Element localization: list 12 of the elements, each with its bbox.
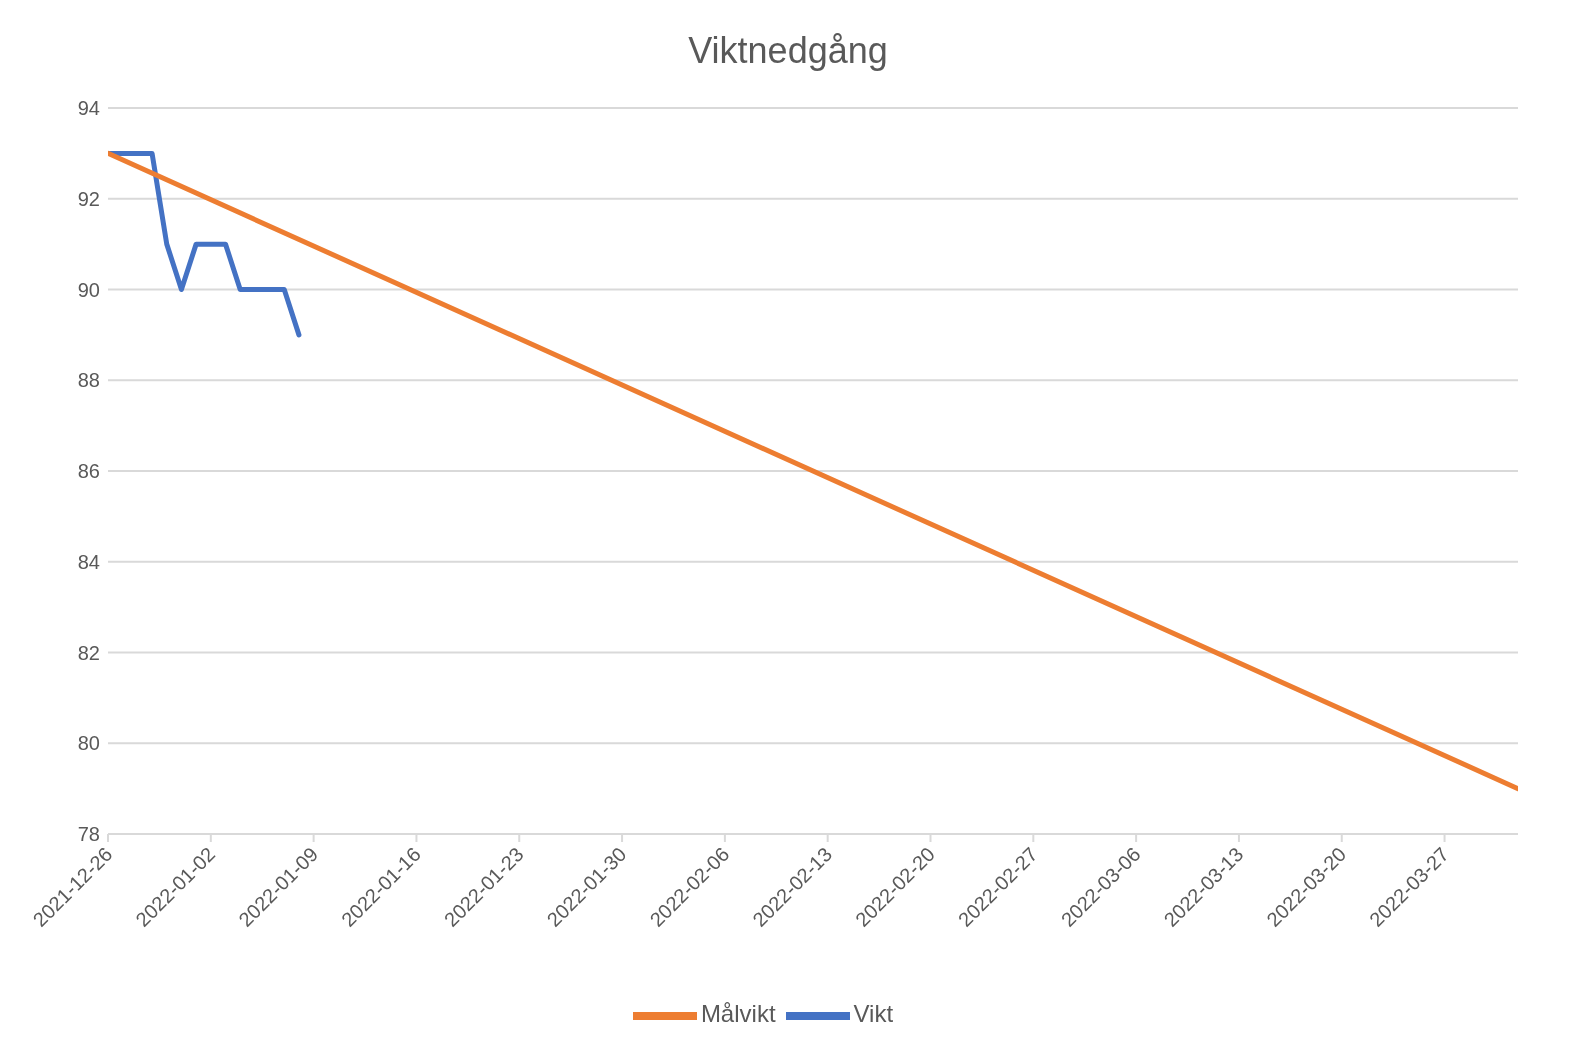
y-tick-label: 92 xyxy=(77,187,100,210)
y-tick-label: 84 xyxy=(77,550,100,573)
chart-title: Viktnedgång xyxy=(687,29,889,73)
legend-label: Vikt xyxy=(853,1000,894,1028)
y-tick-label: 78 xyxy=(77,823,100,846)
y-tick-label: 94 xyxy=(77,97,100,120)
y-tick-label: 82 xyxy=(77,641,100,664)
y-tick-label: 86 xyxy=(77,460,100,483)
y-tick-label: 88 xyxy=(77,369,100,392)
y-tick-label: 80 xyxy=(77,732,100,755)
y-tick-label: 90 xyxy=(77,278,100,301)
legend-label: Målvikt xyxy=(700,1000,776,1028)
